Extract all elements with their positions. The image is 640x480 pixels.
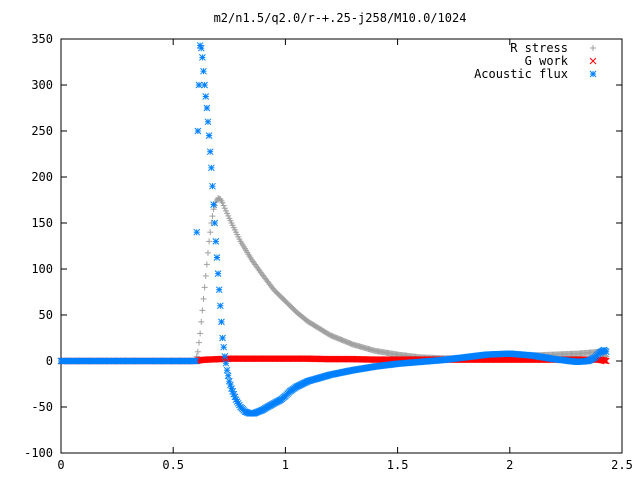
r-stress-point <box>224 210 231 217</box>
r-stress-point <box>221 205 228 212</box>
y-tick-label: 150 <box>31 216 53 230</box>
acoustic-flux-point <box>204 118 212 126</box>
y-tick-label: 50 <box>39 308 53 322</box>
r-stress-point <box>225 212 232 219</box>
r-stress-point <box>203 261 210 268</box>
g-work-point <box>600 357 608 364</box>
r-stress-point <box>198 318 205 325</box>
acoustic-flux-point <box>201 81 208 89</box>
x-tick-label: 0.5 <box>162 458 184 472</box>
series-r-stress <box>58 195 610 364</box>
legend-marker-g-work <box>589 57 597 65</box>
series-layer <box>57 42 610 417</box>
r-stress-point <box>206 238 213 245</box>
r-stress-point <box>199 307 206 314</box>
acoustic-flux-point <box>212 238 220 245</box>
acoustic-flux-point <box>194 127 202 135</box>
x-tick-label: 0 <box>57 458 64 472</box>
acoustic-flux-point <box>211 219 219 227</box>
g-work-point <box>602 357 610 365</box>
x-tick-label: 2 <box>506 458 513 472</box>
y-tick-label: -50 <box>31 400 53 414</box>
acoustic-flux-point <box>224 372 232 380</box>
y-tick-label: 200 <box>31 170 53 184</box>
r-stress-point <box>204 249 211 256</box>
acoustic-flux-point <box>215 286 223 294</box>
acoustic-flux-point <box>207 164 215 172</box>
r-stress-point <box>220 202 227 209</box>
y-tick-label: 350 <box>31 32 53 46</box>
acoustic-flux-point <box>200 67 207 75</box>
legend-label-r-stress: R stress <box>510 41 568 55</box>
legend-marker-acoustic-flux <box>589 70 597 78</box>
acoustic-flux-point <box>205 132 213 139</box>
r-stress-point <box>222 207 229 214</box>
acoustic-flux-point <box>210 201 217 208</box>
acoustic-flux-point <box>220 343 228 351</box>
acoustic-flux-point <box>218 318 225 326</box>
r-stress-point <box>196 339 203 346</box>
acoustic-flux-point <box>213 254 221 261</box>
y-tick-label: -100 <box>24 446 53 460</box>
acoustic-flux-point <box>203 104 211 112</box>
acoustic-flux-point <box>216 302 224 310</box>
x-tick-label: 1.5 <box>387 458 409 472</box>
acoustic-flux-point <box>222 359 230 367</box>
acoustic-flux-point <box>209 182 216 190</box>
y-tick-label: 300 <box>31 78 53 92</box>
y-tick-label: 0 <box>46 354 53 368</box>
r-stress-point <box>200 295 207 302</box>
axes: -100 -50 0 50 100 150 200 250 300 350 0 0.5 1 1.5 2 2.5 <box>24 32 633 472</box>
acoustic-flux-point <box>193 228 201 236</box>
acoustic-flux-point <box>199 54 206 61</box>
acoustic-flux-point <box>202 93 210 100</box>
acoustic-flux-point <box>195 81 203 89</box>
acoustic-flux-point <box>221 353 229 360</box>
x-tick-label: 1 <box>282 458 289 472</box>
chart-title: m2/n1.5/q2.0/r-+.25-j258/M10.0/1024 <box>214 11 467 25</box>
acoustic-flux-point <box>219 334 226 342</box>
legend-label-acoustic-flux: Acoustic flux <box>474 67 568 81</box>
r-stress-point <box>209 213 216 220</box>
r-stress-point <box>197 330 204 337</box>
r-stress-point <box>201 284 208 291</box>
acoustic-flux-point <box>206 148 214 156</box>
r-stress-point <box>194 348 201 355</box>
plot-frame <box>60 38 623 454</box>
g-work-point <box>601 357 609 365</box>
acoustic-flux-point <box>223 366 231 374</box>
y-tick-label: 100 <box>31 262 53 276</box>
acoustic-flux-point <box>192 357 199 365</box>
series-acoustic-flux <box>57 42 610 417</box>
legend-label-g-work: G work <box>525 54 569 68</box>
r-stress-point <box>219 199 226 206</box>
r-stress-point <box>202 272 209 279</box>
acoustic-flux-point <box>602 348 610 356</box>
acoustic-flux-point <box>197 44 205 52</box>
legend-marker-r-stress <box>590 45 596 51</box>
y-tick-label: 250 <box>31 124 53 138</box>
x-tick-label: 2.5 <box>611 458 633 472</box>
r-stress-point <box>207 229 214 236</box>
acoustic-flux-point <box>214 270 222 277</box>
